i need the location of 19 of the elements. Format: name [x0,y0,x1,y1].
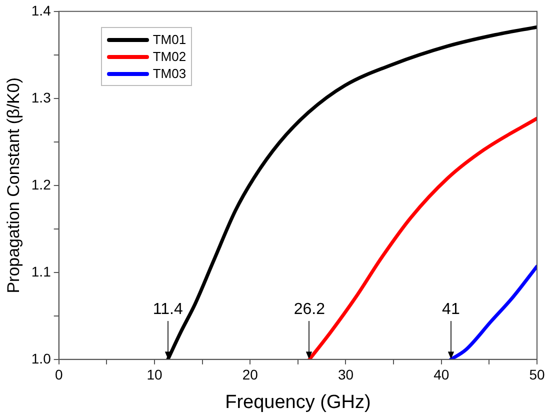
x-tick-label: 0 [54,366,63,383]
x-tick-label: 10 [146,366,162,383]
legend-label: TM02 [152,49,186,64]
legend-label: TM01 [152,32,186,48]
annotation: 11.4 [152,300,183,318]
y-tick-label: 1.1 [31,263,52,280]
x-tick-label: 20 [242,366,258,383]
x-tick-label: 50 [529,366,545,383]
y-tick-label: 1.4 [31,2,52,18]
y-tick-label: 1.3 [31,89,52,106]
y-tick-label: 1.2 [31,176,52,192]
y-axis-title: Propagation Constant (β/K0) [4,78,23,294]
annotation: 41 [442,300,460,318]
legend-label: TM03 [152,66,186,82]
x-axis-title: Frequency (GHz) [225,392,371,413]
y-tick-label: 1.0 [31,350,52,366]
x-tick-label: 40 [434,366,450,383]
annotation: 26.2 [294,300,326,318]
x-tick-label: 30 [338,366,354,383]
